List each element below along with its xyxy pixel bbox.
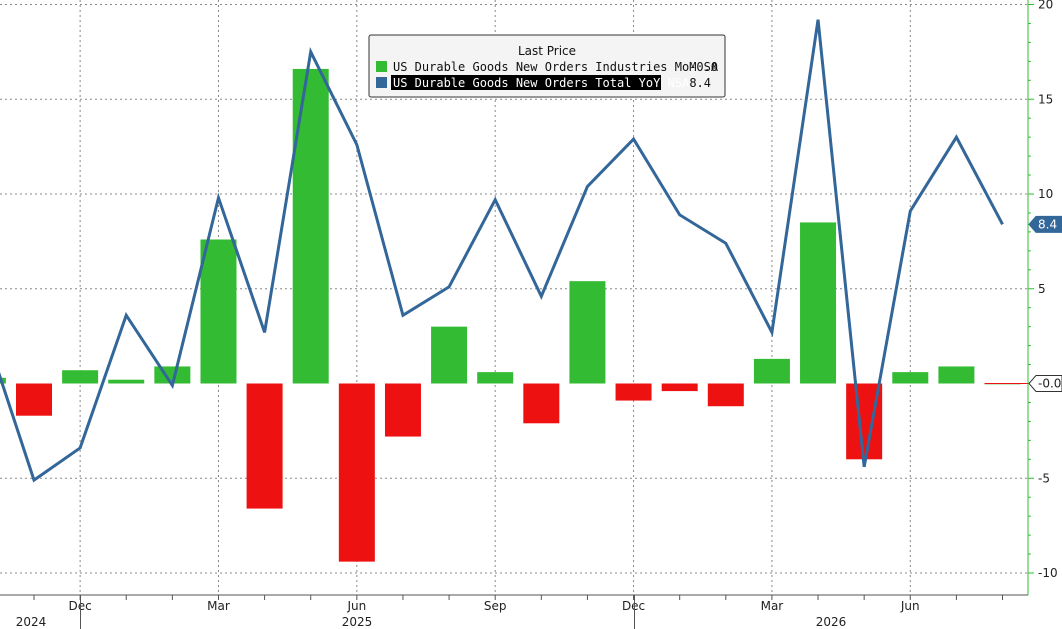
- bar: [108, 379, 145, 384]
- y-tick-label: 20: [1038, 0, 1053, 12]
- x-year-label: 2026: [816, 615, 847, 629]
- legend-swatch-line: [376, 77, 387, 88]
- x-tick-label: Mar: [761, 599, 784, 613]
- x-tick-label: Jun: [900, 599, 920, 613]
- y-tick-label: -10: [1038, 566, 1058, 580]
- legend-label-bar: US Durable Goods New Orders Industries M…: [393, 60, 719, 74]
- y-tick-label: -5: [1038, 471, 1050, 485]
- bar: [384, 383, 421, 437]
- y-tick-label: 10: [1038, 187, 1053, 201]
- y-axis: 20 15 10 5 -5 -10: [1027, 0, 1058, 595]
- x-tick-label: Mar: [207, 599, 230, 613]
- legend-label-line-highlight: [391, 75, 661, 90]
- line-series: [0, 19, 1004, 483]
- bar-series: [0, 68, 1028, 562]
- legend-label-line: US Durable Goods New Orders Total YoY NS…: [393, 76, 690, 90]
- last-value-tag-label: 8.4: [1038, 217, 1057, 231]
- x-tick-label: Dec: [622, 599, 645, 613]
- bar: [200, 239, 237, 384]
- x-year-label: 2025: [342, 615, 373, 629]
- last-value-tag: [1028, 215, 1062, 233]
- bar: [523, 383, 560, 424]
- gridlines: [0, 0, 1028, 595]
- x-year-label: 2024: [16, 615, 47, 629]
- bar: [62, 370, 99, 384]
- x-tick-label: Sep: [484, 599, 507, 613]
- bar: [753, 358, 790, 384]
- legend-last-line: 8.4: [689, 76, 711, 90]
- legend: Last Price US Durable Goods New Orders I…: [368, 34, 726, 98]
- bar: [661, 383, 698, 392]
- bar: [0, 377, 6, 384]
- legend-last-bar: -0.0: [689, 60, 718, 74]
- bar: [292, 68, 329, 384]
- bar: [16, 383, 52, 416]
- bar: [938, 366, 975, 384]
- bar: [477, 372, 514, 384]
- bar: [892, 372, 929, 384]
- bar: [800, 222, 837, 384]
- last-value-tags: 8.4 -0.0: [1028, 215, 1062, 392]
- y-tick-label: 5: [1038, 282, 1046, 296]
- last-value-tag: [1028, 375, 1062, 392]
- bar: [569, 281, 606, 384]
- bar: [615, 383, 652, 401]
- x-axis: DecMarJunSepDecMarJun202420252026: [0, 594, 1028, 629]
- y-tick-label: 15: [1038, 92, 1053, 106]
- last-value-tag-label: -0.0: [1038, 377, 1061, 391]
- legend-title: Last Price: [518, 44, 576, 58]
- bar: [338, 383, 375, 562]
- x-tick-label: Jun: [346, 599, 366, 613]
- bar: [246, 383, 283, 509]
- bar: [431, 326, 468, 384]
- bar: [707, 383, 744, 407]
- legend-swatch-bar: [376, 61, 387, 72]
